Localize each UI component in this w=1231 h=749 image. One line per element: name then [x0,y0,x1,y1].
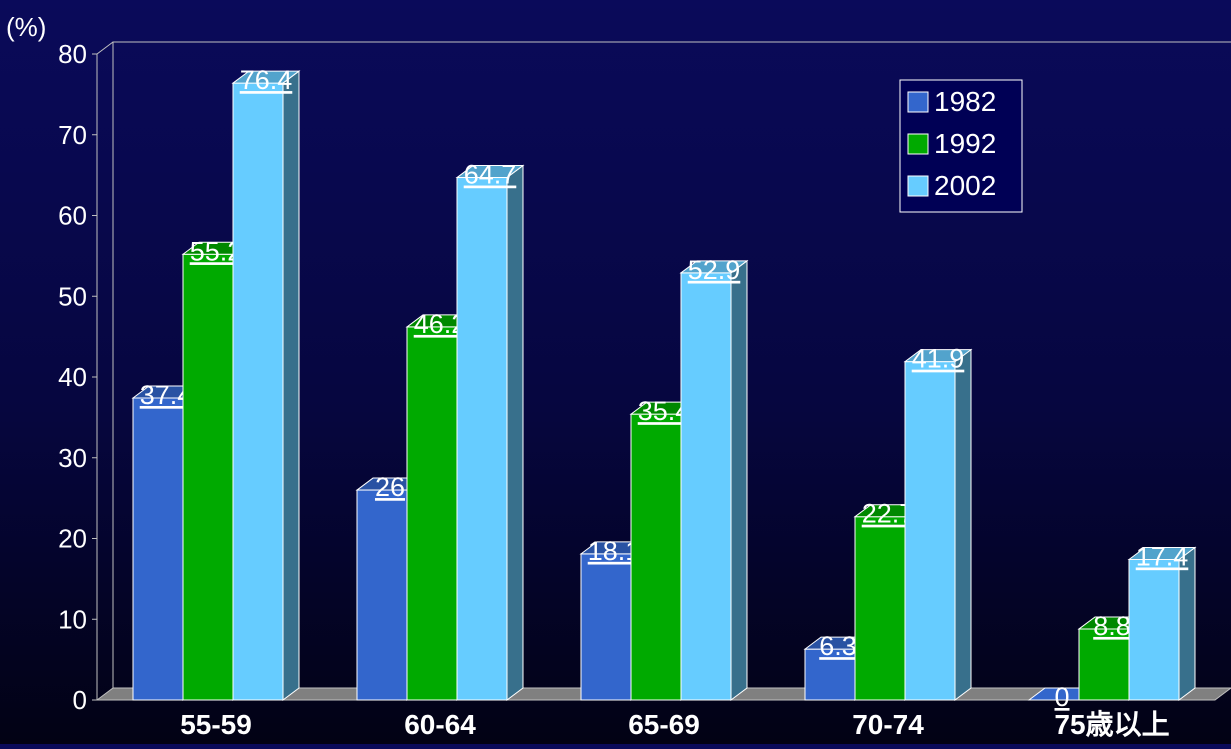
bar-side [954,348,972,701]
bar-side [730,259,748,701]
data-label: 6.3 [819,631,857,661]
x-tick-label: 60-64 [404,709,476,740]
bar-top [455,165,525,179]
data-label: 41.9 [912,344,965,374]
bar-front [630,413,682,701]
bar-front [1128,558,1180,701]
x-tick-label: 65-69 [628,709,700,740]
x-tick-label: 70-74 [852,709,924,740]
y-tick-label: 20 [58,524,87,554]
bar-front [356,489,408,701]
y-tick-label: 30 [58,443,87,473]
y-axis-top-edge [96,41,114,55]
legend-label: 1982 [934,86,996,117]
bar-side [282,70,300,701]
bar-front [804,648,856,701]
x-tick-label: 55-59 [180,709,252,740]
y-tick-label: 70 [58,120,87,150]
legend-label: 1992 [934,128,996,159]
data-label: 8.8 [1093,611,1131,641]
y-tick-label: 0 [73,685,87,715]
legend-label: 2002 [934,170,996,201]
bar-side [506,164,524,701]
data-label: 26 [375,472,405,502]
bar-front [406,326,458,701]
bar-front [854,516,906,701]
bar-front [232,82,284,701]
y-axis-label: (%) [6,12,46,42]
x-tick-label: 75歳以上 [1054,709,1169,740]
y-tick-label: 50 [58,281,87,311]
bar-front [1078,628,1130,701]
bar-front [132,397,184,701]
bar-front [456,177,508,701]
bar-front [182,253,234,701]
y-tick-label: 80 [58,39,87,69]
y-tick-label: 40 [58,362,87,392]
bar-top [903,349,973,363]
bar-front [904,361,956,701]
bar-top [679,260,749,274]
bar-front [580,553,632,701]
bar-top [231,70,301,84]
legend-swatch [907,175,929,197]
bar-top [1127,546,1197,560]
data-label: 52.9 [688,255,741,285]
bar-front [680,272,732,701]
data-label: 64.7 [464,160,517,190]
y-tick-label: 60 [58,201,87,231]
data-label: 76.4 [240,65,293,95]
legend-swatch [907,91,929,113]
data-label: 17.4 [1136,541,1189,571]
legend-swatch [907,133,929,155]
data-label: 0 [1054,682,1069,712]
y-tick-label: 10 [58,604,87,634]
